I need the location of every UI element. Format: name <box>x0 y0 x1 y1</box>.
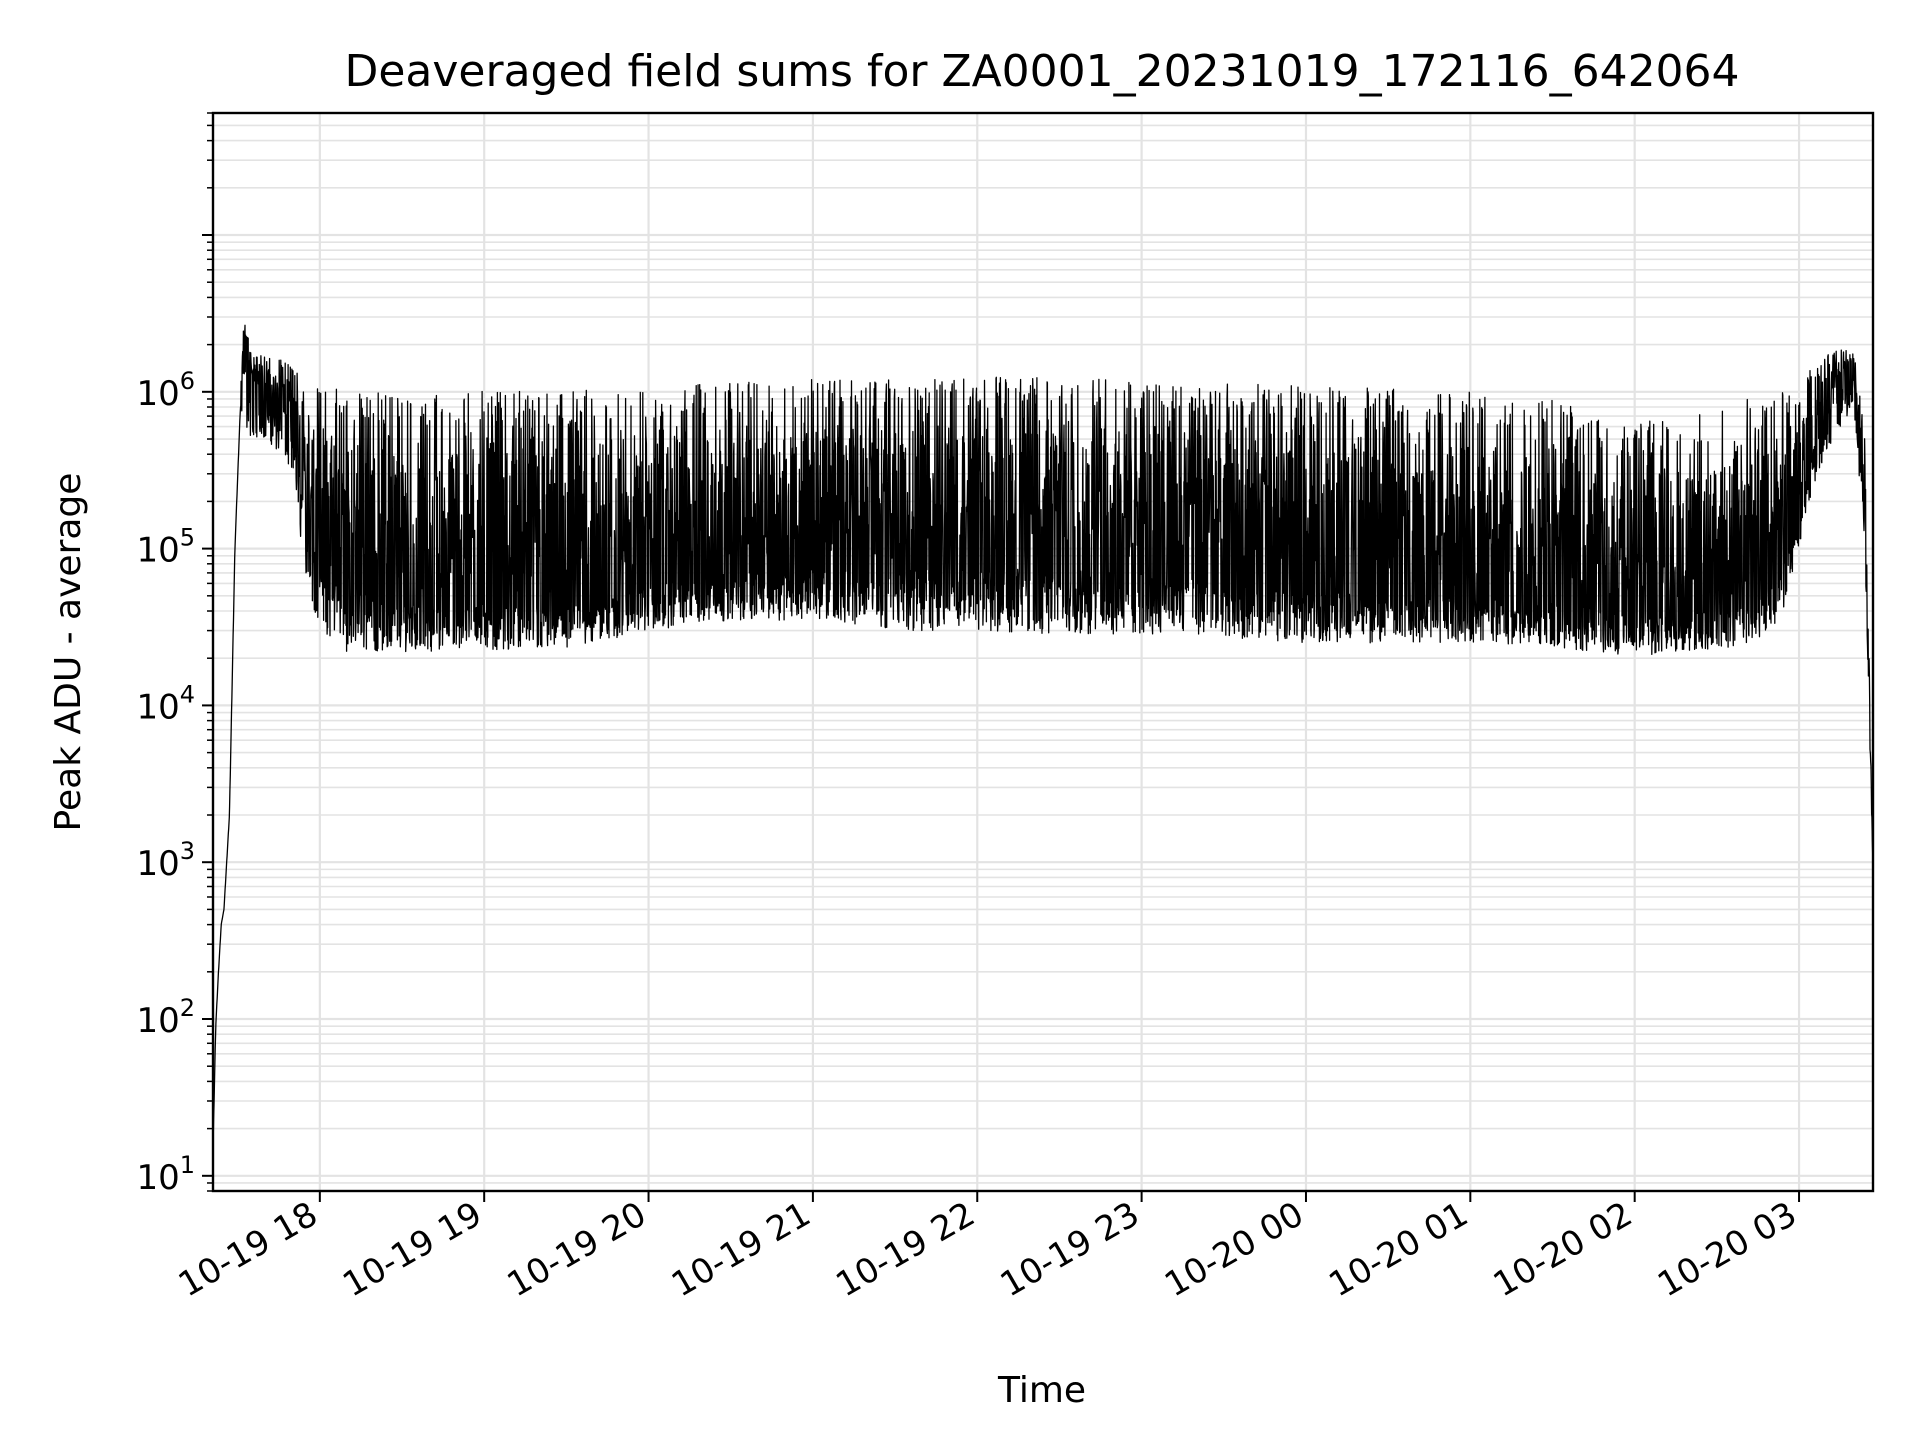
y-tick-label: 101 <box>136 1151 195 1198</box>
y-axis: 101 102 103 104 105 106 <box>136 112 213 1198</box>
y-tick-label: 105 <box>136 524 195 571</box>
y-tick-label: 106 <box>136 367 195 414</box>
series-line <box>212 324 1874 1149</box>
y-tick-label: 102 <box>136 994 195 1041</box>
chart-title: Deaveraged field sums for ZA0001_2023101… <box>344 46 1739 97</box>
series-group <box>212 324 1874 1149</box>
y-tick-label: 104 <box>136 680 195 727</box>
y-axis-label: Peak ADU - average <box>48 473 89 832</box>
plot-frame <box>211 111 1875 1193</box>
x-axis-label: Time <box>997 1370 1086 1411</box>
y-tick-label: 103 <box>136 837 195 884</box>
